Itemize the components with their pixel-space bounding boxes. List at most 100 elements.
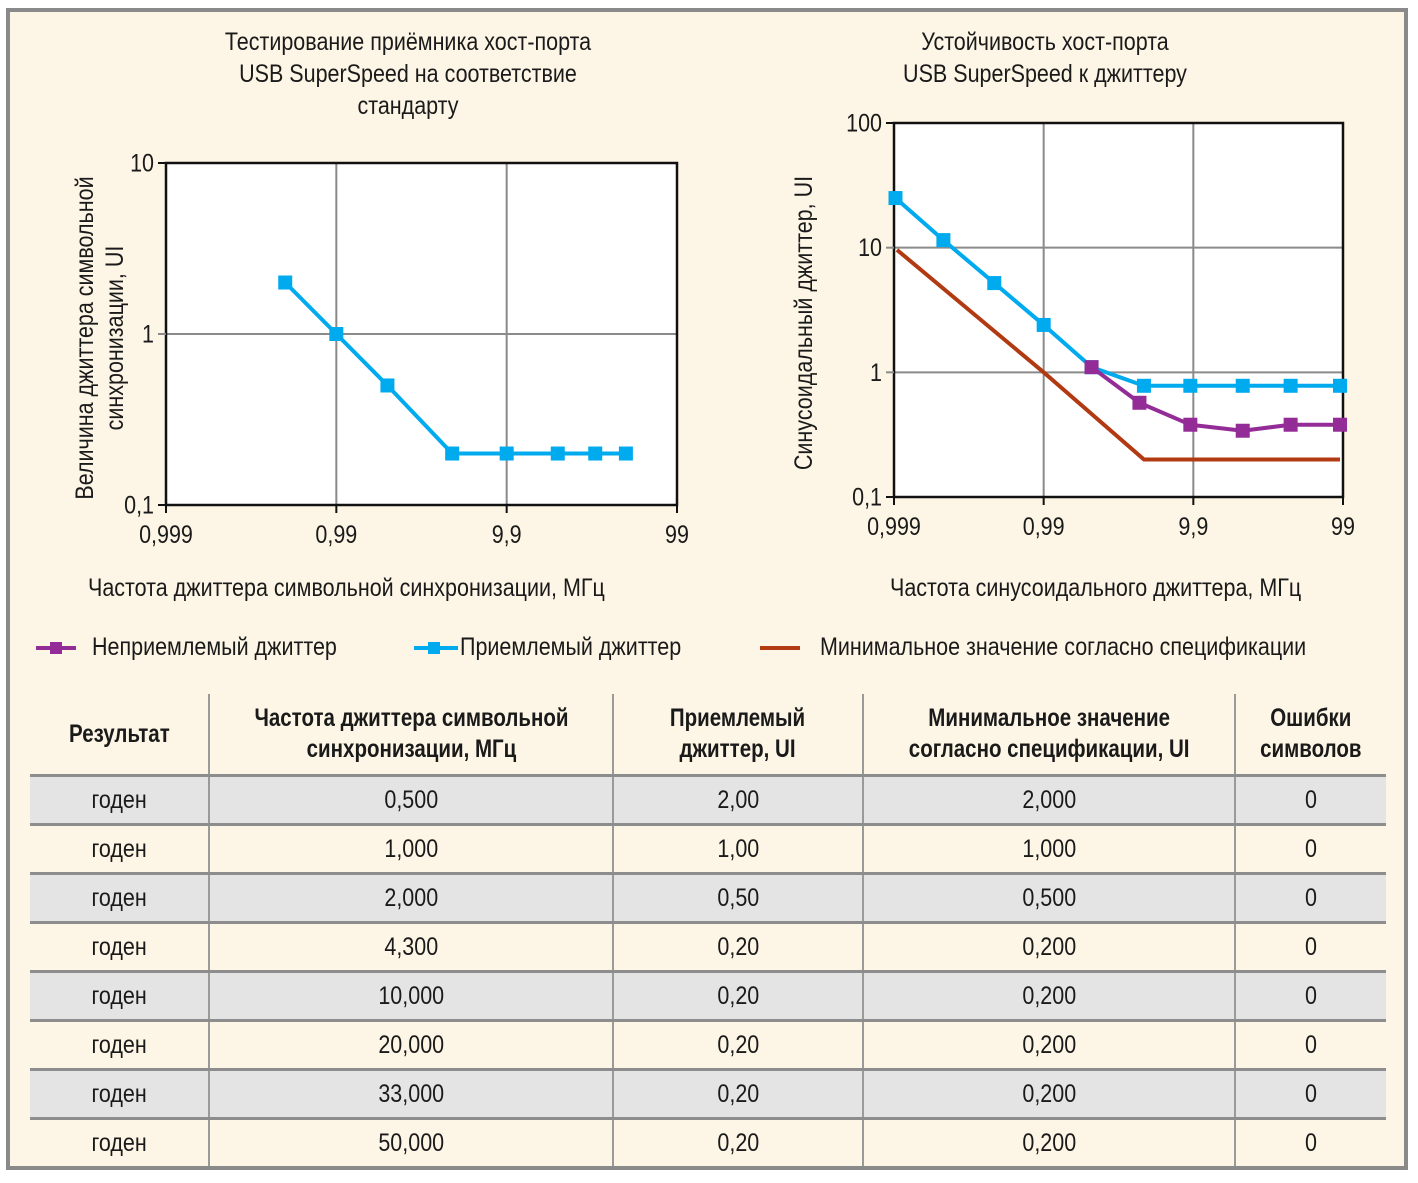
x-tick-label: 0,999 xyxy=(139,520,193,548)
cell-acceptable-jitter: 0,20 xyxy=(612,1019,863,1070)
header-symbol-errors: Ошибки символов xyxy=(1234,694,1386,776)
y-tick-label: 1 xyxy=(142,320,154,348)
y-tick-label: 100 xyxy=(846,109,882,137)
data-point xyxy=(987,276,1002,291)
left-title-line-3: стандарту xyxy=(357,92,459,120)
x-tick-label: 0,99 xyxy=(315,520,357,548)
left-chart-title: Тестирование приёмника хост-порта USB Su… xyxy=(150,26,666,122)
data-point xyxy=(550,446,565,461)
cell-acceptable-jitter: 0,50 xyxy=(612,872,863,923)
data-point xyxy=(588,446,603,461)
cell-result: годен xyxy=(30,970,209,1021)
right-title-line-1: Устойчивость хост-порта xyxy=(921,28,1169,56)
data-point xyxy=(888,191,903,206)
left-x-axis-label: Частота джиттера символьной синхронизаци… xyxy=(88,574,605,602)
data-point xyxy=(1183,378,1198,393)
data-point xyxy=(278,275,293,290)
cell-symbol-errors: 0 xyxy=(1234,970,1386,1021)
cell-min-spec: 0,200 xyxy=(862,970,1235,1021)
table-row: годен 10,000 0,20 0,200 0 xyxy=(30,970,1386,1021)
cell-min-spec: 0,500 xyxy=(862,872,1235,923)
cell-min-spec: 2,000 xyxy=(862,774,1235,825)
cell-acceptable-jitter: 0,20 xyxy=(612,921,863,972)
cell-frequency: 50,000 xyxy=(208,1117,613,1166)
cell-result: годен xyxy=(30,774,209,825)
data-point xyxy=(1283,417,1298,432)
x-tick-label: 99 xyxy=(665,520,689,548)
legend-label: Минимальное значение согласно спецификац… xyxy=(820,633,1307,661)
cell-min-spec: 1,000 xyxy=(862,823,1235,874)
data-point xyxy=(618,446,633,461)
cell-symbol-errors: 0 xyxy=(1234,1019,1386,1070)
data-point xyxy=(1333,417,1348,432)
cell-frequency: 20,000 xyxy=(208,1019,613,1070)
data-point xyxy=(499,446,514,461)
left-title-line-1: Тестирование приёмника хост-порта xyxy=(224,28,592,56)
data-point xyxy=(1235,423,1250,438)
data-point xyxy=(1333,378,1348,393)
cell-result: годен xyxy=(30,1117,209,1166)
cell-result: годен xyxy=(30,823,209,874)
y-tick-label: 10 xyxy=(130,149,154,177)
data-point xyxy=(1183,417,1198,432)
legend-label: Неприемлемый джиттер xyxy=(92,633,337,661)
cell-min-spec: 0,200 xyxy=(862,921,1235,972)
cell-min-spec: 0,200 xyxy=(862,1019,1235,1070)
cell-result: годен xyxy=(30,921,209,972)
legend-label: Приемлемый джиттер xyxy=(460,633,682,661)
y-tick-label: 1 xyxy=(870,358,882,386)
header-frequency: Частота джиттера символьной синхронизации… xyxy=(208,694,613,776)
cell-symbol-errors: 0 xyxy=(1234,774,1386,825)
cell-symbol-errors: 0 xyxy=(1234,872,1386,923)
charts-canvas: 0,1 1 10 0,999 0,99 9,9 99 0,1 1 10 100 0,999 0,99 9,… xyxy=(124,109,1355,548)
cell-result: годен xyxy=(30,1068,209,1119)
cell-symbol-errors: 0 xyxy=(1234,823,1386,874)
right-title-line-2: USB SuperSpeed к джиттеру xyxy=(903,60,1187,88)
data-point xyxy=(380,378,395,393)
cell-acceptable-jitter: 1,00 xyxy=(612,823,863,874)
table-row: годен 2,000 0,50 0,500 0 xyxy=(30,872,1386,923)
legend-item-acceptable: Приемлемый джиттер xyxy=(414,633,717,662)
series-line xyxy=(895,248,1341,462)
plot-border xyxy=(892,121,1345,499)
cell-frequency: 33,000 xyxy=(208,1068,613,1119)
cell-min-spec: 0,200 xyxy=(862,1117,1235,1166)
x-tick-label: 9,9 xyxy=(1178,512,1208,540)
right-x-axis-label: Частота синусоидального джиттера, МГц xyxy=(890,574,1302,602)
cell-acceptable-jitter: 0,20 xyxy=(612,1068,863,1119)
x-tick-label: 99 xyxy=(1331,512,1355,540)
cell-result: годен xyxy=(30,872,209,923)
chart-2: 0,1 1 10 100 0,999 0,99 9,9 99 xyxy=(846,109,1355,540)
plot-area xyxy=(894,123,1343,497)
data-point xyxy=(1283,378,1298,393)
cell-result: годен xyxy=(30,1019,209,1070)
red-line-marker-icon xyxy=(760,645,800,650)
cell-acceptable-jitter: 0,20 xyxy=(612,1117,863,1166)
data-point xyxy=(329,327,344,341)
series-приемлемый-джиттер xyxy=(278,275,633,461)
data-point xyxy=(1235,378,1250,393)
data-point xyxy=(1132,395,1147,410)
table-row: годен 4,300 0,20 0,200 0 xyxy=(30,921,1386,972)
series-line xyxy=(1090,365,1341,433)
table-row: годен 0,500 2,00 2,000 0 xyxy=(30,774,1386,825)
table-row: годен 50,000 0,20 0,200 0 xyxy=(30,1117,1386,1166)
cell-acceptable-jitter: 2,00 xyxy=(612,774,863,825)
data-point xyxy=(1036,317,1051,332)
series-неприемлемый-джиттер xyxy=(1084,360,1348,438)
cell-frequency: 1,000 xyxy=(208,823,613,874)
cell-symbol-errors: 0 xyxy=(1234,1068,1386,1119)
cell-symbol-errors: 0 xyxy=(1234,1117,1386,1166)
cell-frequency: 2,000 xyxy=(208,872,613,923)
cell-frequency: 0,500 xyxy=(208,774,613,825)
x-tick-label: 0,999 xyxy=(867,512,921,540)
x-tick-label: 9,9 xyxy=(492,520,522,548)
data-point xyxy=(445,446,460,461)
x-tick-label: 0,99 xyxy=(1023,512,1065,540)
data-point xyxy=(1136,378,1151,393)
y-tick-label: 10 xyxy=(858,234,882,262)
series-line xyxy=(894,196,1341,388)
results-table: Результат Частота джиттера символьной син… xyxy=(30,694,1386,1166)
cell-min-spec: 0,200 xyxy=(862,1068,1235,1119)
chart-1: 0,1 1 10 0,999 0,99 9,9 99 xyxy=(124,149,689,548)
